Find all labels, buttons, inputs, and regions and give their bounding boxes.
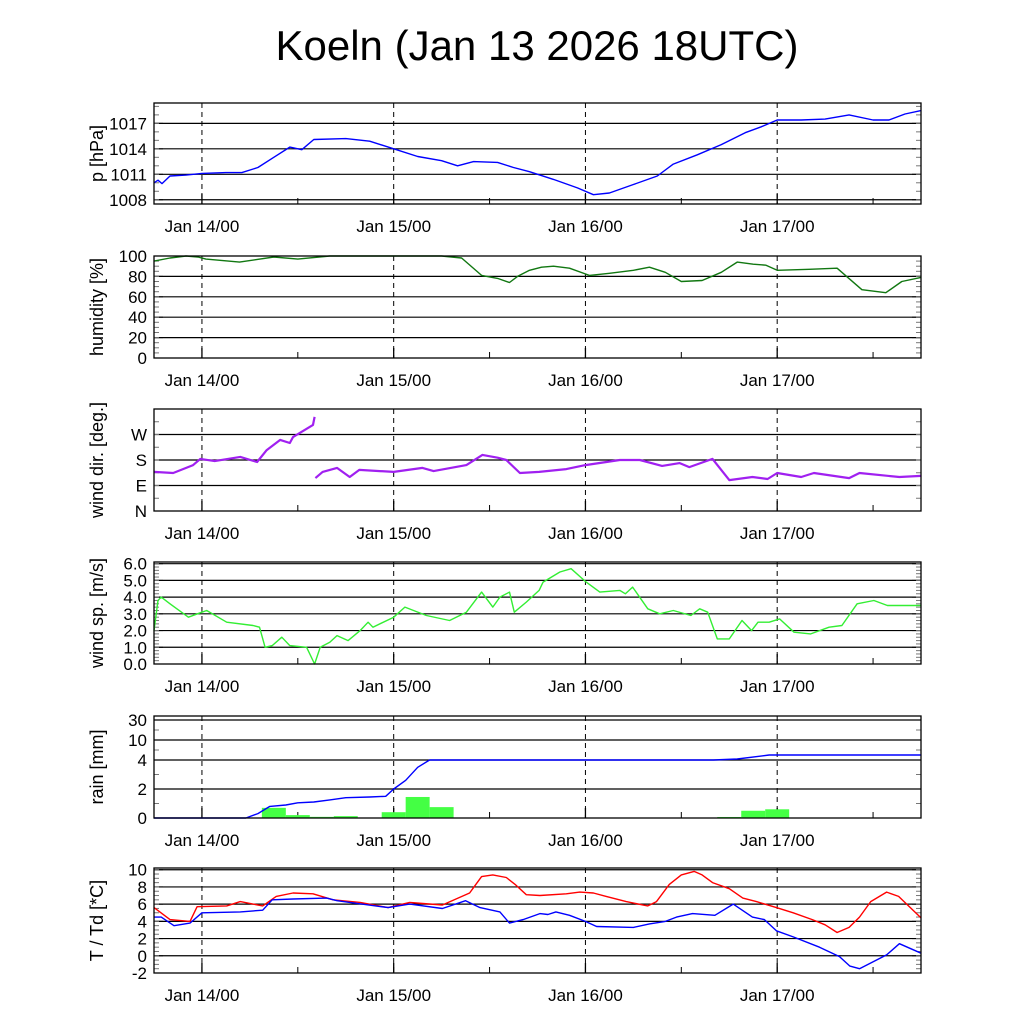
x-tick-label: Jan 15/00 [356,677,431,696]
y-tick-label: 0 [138,349,147,368]
x-tick-label: Jan 15/00 [356,524,431,543]
y-tick-label: 10 [128,861,147,880]
y-tick-label: 1.0 [123,638,147,657]
y-tick-label: 1017 [109,114,147,133]
series-line-wind-direction [153,416,922,482]
y-tick-label: 10 [128,731,147,750]
series-line-humidity [153,255,922,294]
y-tick-label: 2 [138,780,147,799]
y-axis-label: T / Td [*C] [87,880,107,961]
x-tick-label: Jan 16/00 [548,371,623,390]
x-tick-label: Jan 14/00 [165,371,240,390]
y-tick-label: 80 [128,267,147,286]
series-line-cumulative-rain [154,754,921,819]
y-tick-label: E [136,477,147,496]
rain-bar [429,807,454,818]
series-line-pressure [153,109,922,196]
y-tick-label: 4 [138,751,147,770]
x-tick-label: Jan 15/00 [356,986,431,1005]
x-tick-label: Jan 16/00 [548,677,623,696]
y-tick-label: -2 [132,964,147,983]
y-axis-label: wind sp. [m/s] [87,558,107,669]
y-tick-label: S [136,451,147,470]
y-tick-label: 30 [128,711,147,730]
y-tick-label: 2 [138,930,147,949]
y-tick-label: 20 [128,329,147,348]
panel-frame [153,715,922,819]
panel-frame [153,102,922,205]
y-tick-label: 0.0 [123,655,147,674]
y-tick-label: 2.0 [123,622,147,641]
x-tick-label: Jan 15/00 [356,371,431,390]
x-tick-label: Jan 14/00 [165,217,240,236]
y-tick-label: 40 [128,308,147,327]
y-axis-label: humidity [%] [87,258,107,356]
x-tick-label: Jan 14/00 [165,986,240,1005]
x-tick-label: Jan 15/00 [356,217,431,236]
rain-bar [381,812,406,818]
panel-frame [153,867,922,974]
x-tick-label: Jan 17/00 [740,677,815,696]
chart-title: Koeln (Jan 13 2026 18UTC) [275,22,799,69]
panel-pressure: 1008 1011 1014 1017 Jan 14/00 Jan 15/00 Jan 16… [87,102,922,236]
x-tick-label: Jan 14/00 [165,831,240,850]
y-tick-label: 6.0 [123,555,147,574]
y-tick-label: 0 [138,947,147,966]
x-tick-label: Jan 16/00 [548,986,623,1005]
y-axis-label: p [hPa] [87,125,107,182]
panel-frame [153,408,922,512]
rain-bar [741,810,766,818]
y-axis-label: rain [mm] [87,729,107,804]
x-tick-label: Jan 14/00 [165,524,240,543]
panel-frame [153,255,922,359]
panel-wind_speed: 0.01.02.03.04.05.06.0 Jan 14/00 Jan 15/00 J… [87,555,922,696]
y-tick-label: 1014 [109,140,147,159]
y-tick-label: 0 [138,809,147,828]
rain-bar [333,816,358,818]
x-tick-label: Jan 17/00 [740,217,815,236]
x-tick-label: Jan 16/00 [548,217,623,236]
y-tick-label: 1008 [109,191,147,210]
y-tick-label: 5.0 [123,571,147,590]
rain-bar [261,807,286,818]
x-tick-label: Jan 17/00 [740,831,815,850]
y-tick-label: W [131,426,147,445]
y-tick-label: 60 [128,288,147,307]
y-tick-label: 6 [138,895,147,914]
y-tick-label: 3.0 [123,605,147,624]
panel-frame [153,561,922,665]
x-tick-label: Jan 16/00 [548,831,623,850]
y-tick-label: 100 [119,247,147,266]
x-tick-label: Jan 15/00 [356,831,431,850]
series-line-t [153,870,922,934]
y-axis-label: wind dir. [deg.] [87,402,107,519]
series-line-td [154,897,922,970]
series-line-wind-speed [153,568,921,665]
x-tick-label: Jan 17/00 [740,524,815,543]
x-tick-label: Jan 16/00 [548,524,623,543]
x-tick-label: Jan 17/00 [740,986,815,1005]
y-tick-label: 4 [138,912,147,931]
y-tick-label: 4.0 [123,588,147,607]
y-tick-label: N [135,502,147,521]
y-tick-label: 1011 [110,165,147,184]
x-tick-label: Jan 14/00 [165,677,240,696]
rain-bar [765,809,790,818]
x-tick-label: Jan 17/00 [740,371,815,390]
rain-bar [285,815,310,818]
rain-bar [405,796,430,818]
y-tick-label: 8 [138,878,147,897]
